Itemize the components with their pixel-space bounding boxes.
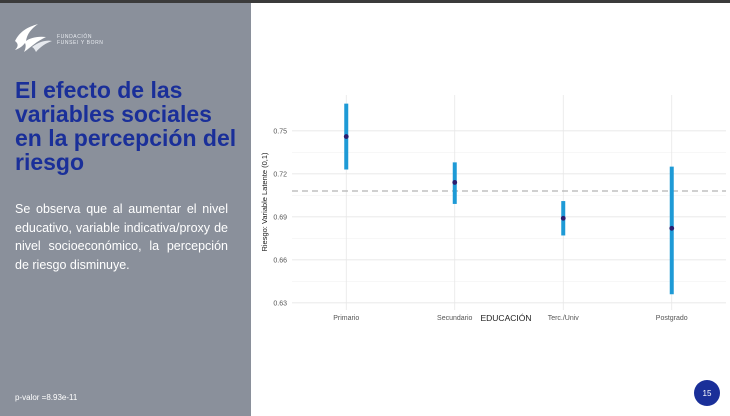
y-tick-label: 0.75 [273, 128, 287, 135]
y-tick-label: 0.63 [273, 300, 287, 307]
mean-point [343, 134, 349, 139]
slide-body-text: Se observa que al aumentar el nivel educ… [15, 202, 228, 272]
x-tick-label: Primario [333, 315, 359, 322]
p-value-footnote: p-valor =8.93e-11 [15, 393, 78, 402]
page-number-badge: 15 [694, 380, 720, 406]
y-axis-label: Riesgo: Variable Latente (0,1) [260, 152, 269, 252]
x-tick-label: Postgrado [656, 315, 688, 322]
y-tick-labels: 0.63 0.66 0.69 0.72 0.75 [273, 128, 287, 307]
y-tick-label: 0.69 [273, 214, 287, 221]
error-bar-chart: 0.63 0.66 0.69 0.72 0.75 Primario Secundario T… [260, 95, 726, 323]
plot-background [292, 95, 726, 310]
top-border [0, 0, 730, 3]
mean-point [669, 225, 675, 231]
mean-points [343, 134, 675, 231]
logo-text: FUNDACIÓN FUNSEI Y BORN [57, 34, 104, 46]
x-tick-label: Terc./Univ [548, 315, 580, 322]
x-axis-label: EDUCACIÓN [480, 313, 531, 323]
y-tick-label: 0.72 [273, 171, 287, 178]
left-panel: FUNDACIÓN FUNSEI Y BORN El efecto de las… [0, 3, 251, 416]
x-tick-label: Secundario [437, 315, 473, 322]
logo-icon [15, 24, 52, 52]
y-tick-label: 0.66 [273, 257, 287, 264]
logo-text-line2: FUNSEI Y BORN [57, 40, 104, 46]
mean-point [560, 215, 566, 221]
slide-title: El efecto de las variables sociales en l… [15, 77, 237, 175]
x-tick-labels: Primario Secundario Terc./Univ Postgrado [333, 315, 688, 322]
mean-point [452, 180, 458, 185]
logo-text-line1: FUNDACIÓN [57, 34, 93, 40]
